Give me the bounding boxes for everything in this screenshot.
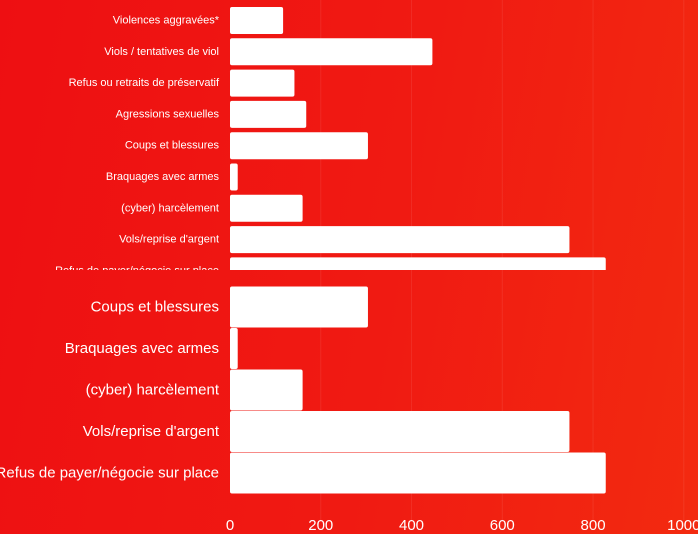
top-category-label: Braquages avec armes xyxy=(106,171,220,183)
x-axis: 0 200 400 600 800 1000 xyxy=(226,517,698,534)
top-category-label: Violences aggravées* xyxy=(113,15,220,27)
x-tick-label: 800 xyxy=(581,517,606,534)
x-tick-label: 1000 xyxy=(667,517,698,534)
top-category-label: Vols/reprise d'argent xyxy=(119,234,219,246)
bottom-bar xyxy=(230,369,303,411)
top-category-label: Refus de payer/négocie sur place xyxy=(55,265,219,277)
top-bar xyxy=(230,257,606,270)
top-bar xyxy=(230,163,238,191)
top-category-label: (cyber) harcèlement xyxy=(121,202,219,214)
x-tick-label: 400 xyxy=(399,517,424,534)
top-bar xyxy=(230,132,368,160)
bottom-category-label: Coups et blessures xyxy=(91,299,219,316)
bottom-category-label: Braquages avec armes xyxy=(65,340,219,357)
x-tick-label: 0 xyxy=(226,517,234,534)
bottom-bar xyxy=(230,411,570,452)
top-category-label: Viols / tentatives de viol xyxy=(104,46,219,58)
top-category-label: Coups et blessures xyxy=(125,140,220,152)
bottom-panel: Coups et blessures Braquages avec armes (c… xyxy=(0,286,606,494)
top-bar xyxy=(230,38,433,66)
x-tick-label: 600 xyxy=(490,517,515,534)
bottom-category-label: Refus de payer/négocie sur place xyxy=(0,465,219,482)
top-category-label: Agressions sexuelles xyxy=(116,108,220,120)
top-category-label: Refus ou retraits de préservatif xyxy=(69,77,220,89)
bottom-bar xyxy=(230,328,238,369)
bottom-category-label: Vols/reprise d'argent xyxy=(83,423,220,440)
x-tick-label: 200 xyxy=(308,517,333,534)
top-bar xyxy=(230,194,303,222)
top-bar xyxy=(230,7,284,34)
bottom-category-label: (cyber) harcèlement xyxy=(86,382,220,399)
top-panel: Violences aggravées* Viols / tentatives d… xyxy=(55,7,606,277)
bottom-bar xyxy=(230,452,606,494)
top-bar xyxy=(230,69,295,97)
top-bar xyxy=(230,100,307,128)
top-bar xyxy=(230,226,570,254)
bottom-bar xyxy=(230,286,368,328)
